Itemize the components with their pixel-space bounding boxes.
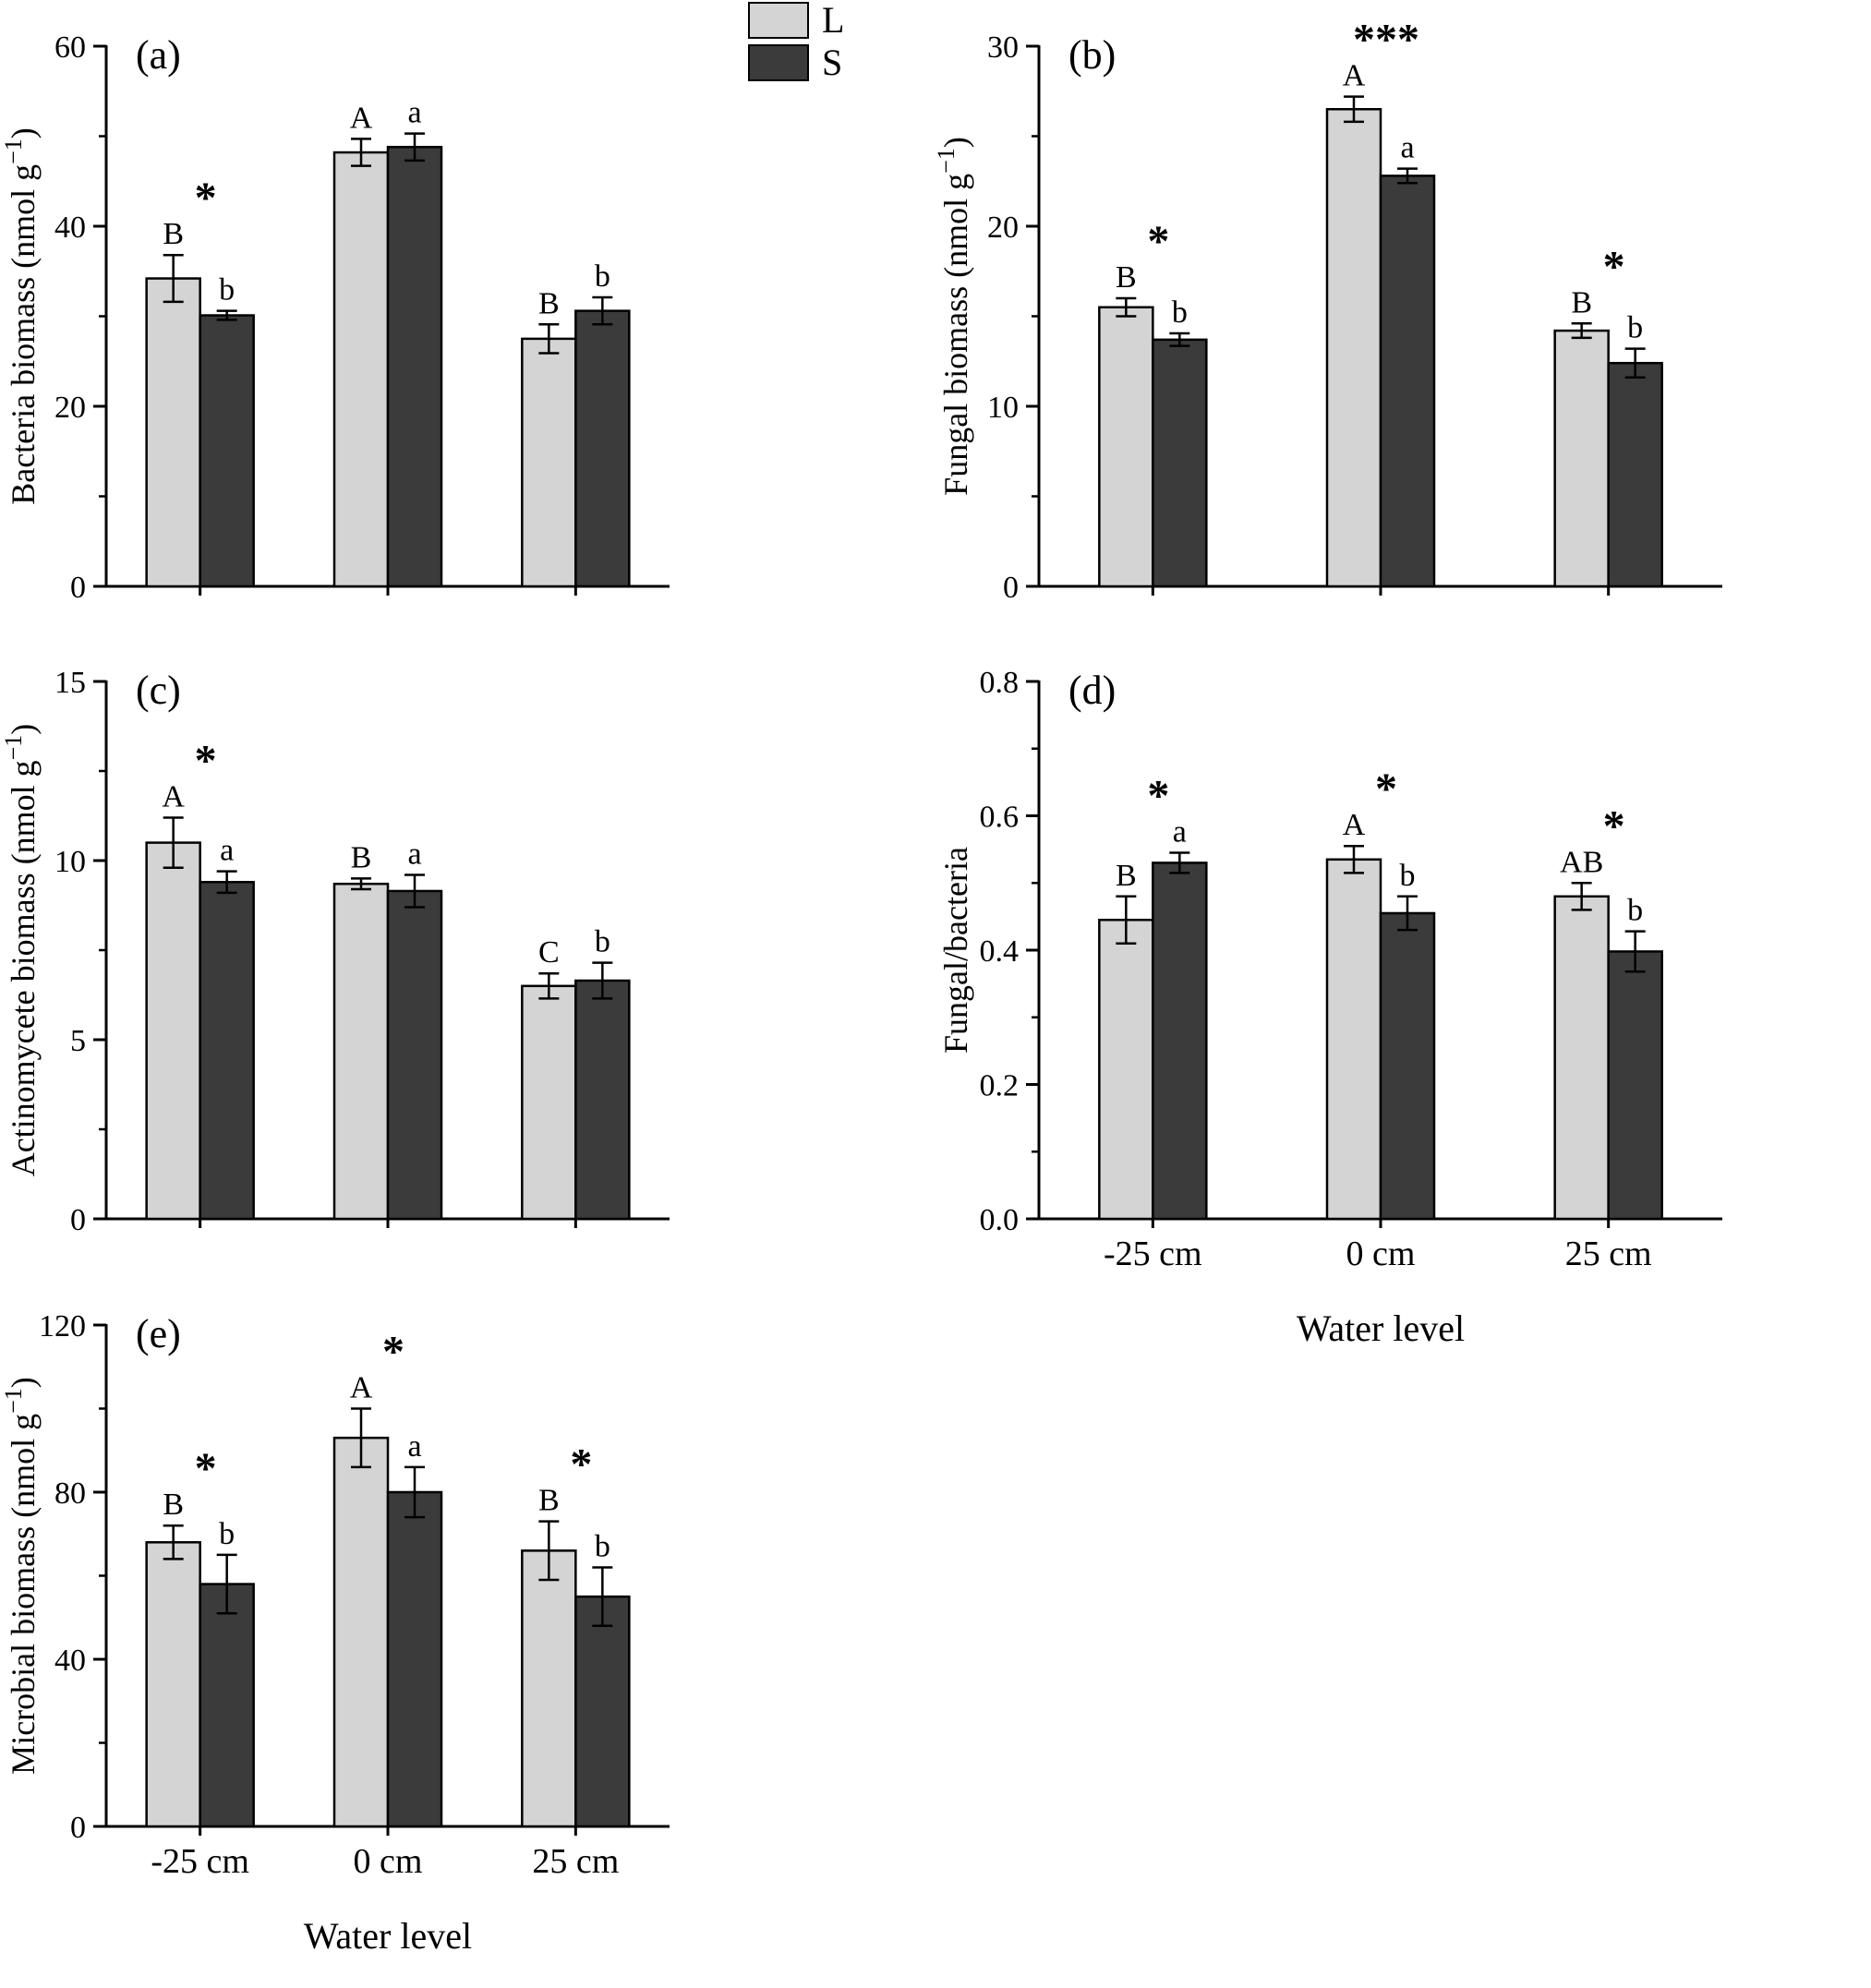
svg-text:AB: AB [1560, 845, 1603, 879]
svg-text:(c): (c) [136, 668, 181, 713]
legend-swatch-L [748, 2, 809, 39]
svg-text:80: 80 [54, 1476, 86, 1511]
svg-text:A: A [350, 1371, 373, 1405]
svg-text:b: b [595, 925, 610, 959]
svg-text:0.2: 0.2 [980, 1069, 1020, 1103]
svg-text:0: 0 [70, 1203, 86, 1237]
svg-text:0.0: 0.0 [980, 1203, 1020, 1237]
svg-text:10: 10 [987, 391, 1019, 425]
svg-text:Microbial biomass (nmol g−1): Microbial biomass (nmol g−1) [0, 1377, 42, 1775]
svg-text:A: A [162, 779, 185, 813]
svg-text:60: 60 [54, 30, 86, 65]
svg-text:40: 40 [54, 1644, 86, 1678]
svg-text:-25 cm: -25 cm [151, 1842, 249, 1881]
svg-text:*: * [195, 736, 217, 785]
svg-text:***: *** [1353, 16, 1419, 65]
chart-svg-a: 0 20 40 60 (a) Bb * A a Bb Bacteria biomass (nmol … [0, 30, 670, 605]
svg-text:Fungal biomass (nmol g−1): Fungal biomass (nmol g−1) [933, 137, 974, 496]
svg-text:b: b [1627, 894, 1643, 928]
svg-text:25 cm: 25 cm [1565, 1235, 1652, 1273]
svg-text:5: 5 [70, 1024, 86, 1058]
svg-text:20: 20 [987, 211, 1019, 245]
svg-text:B: B [1116, 260, 1137, 295]
svg-text:B: B [538, 1484, 560, 1518]
svg-text:0 cm: 0 cm [354, 1842, 423, 1881]
svg-text:a: a [407, 1429, 421, 1464]
svg-text:25 cm: 25 cm [532, 1842, 619, 1881]
svg-text:*: * [1147, 772, 1169, 821]
svg-text:*: * [195, 1444, 217, 1493]
svg-text:A: A [1343, 59, 1366, 93]
svg-text:120: 120 [39, 1309, 86, 1343]
svg-text:10: 10 [54, 845, 86, 879]
svg-text:*: * [1603, 242, 1625, 291]
svg-text:(d): (d) [1068, 668, 1116, 713]
svg-text:0.4: 0.4 [980, 934, 1020, 969]
svg-text:a: a [1400, 131, 1414, 165]
svg-text:C: C [538, 935, 560, 970]
chart-svg-e: 0 40 80 120 (e) Bb -25 cm * Aa 0 cm * Bb 25 cm * Water… [0, 1309, 670, 1957]
legend-item-L: L [748, 2, 844, 39]
svg-text:0 cm: 0 cm [1346, 1235, 1416, 1273]
svg-text:0: 0 [70, 1811, 86, 1845]
legend: L S [748, 2, 844, 81]
svg-text:15: 15 [54, 666, 86, 700]
svg-text:a: a [1173, 815, 1187, 849]
svg-text:b: b [1172, 295, 1188, 330]
svg-text:b: b [219, 1517, 235, 1551]
svg-text:Water level: Water level [1297, 1307, 1465, 1349]
svg-text:b: b [219, 273, 235, 307]
svg-text:30: 30 [987, 30, 1019, 65]
svg-text:a: a [407, 96, 421, 130]
svg-text:*: * [195, 174, 217, 223]
svg-text:40: 40 [54, 211, 86, 245]
svg-text:*: * [1147, 217, 1169, 266]
svg-text:0.8: 0.8 [980, 666, 1020, 700]
chart-svg-c: 0 5 10 15 (c) Aa * B a C b Actinomycete biomass (nm… [0, 666, 670, 1237]
svg-text:b: b [1627, 311, 1643, 345]
svg-text:-25 cm: -25 cm [1104, 1235, 1202, 1273]
svg-text:A: A [350, 101, 373, 135]
svg-text:*: * [570, 1440, 592, 1489]
svg-text:B: B [351, 840, 372, 874]
svg-text:b: b [595, 259, 610, 294]
svg-text:b: b [595, 1529, 610, 1563]
svg-text:B: B [163, 217, 184, 251]
svg-text:Actinomycete biomass (nmol g−1: Actinomycete biomass (nmol g−1) [0, 724, 42, 1177]
svg-text:0.6: 0.6 [980, 801, 1020, 835]
svg-text:(e): (e) [136, 1311, 181, 1356]
svg-text:0: 0 [1003, 571, 1019, 605]
svg-text:a: a [220, 834, 234, 868]
svg-text:*: * [1375, 765, 1397, 813]
svg-text:(a): (a) [136, 32, 181, 78]
chart-svg-d: 0.00.20.40.60.8 (d)Ba-25 cm*Ab0 cm*ABb25 … [937, 666, 1722, 1349]
svg-text:0: 0 [70, 571, 86, 605]
svg-text:Bacteria biomass (nmol g−1): Bacteria biomass (nmol g−1) [0, 127, 42, 505]
svg-text:B: B [163, 1488, 184, 1522]
svg-text:Water level: Water level [304, 1915, 472, 1957]
svg-text:B: B [538, 286, 560, 320]
svg-text:*: * [1603, 801, 1625, 850]
svg-text:B: B [1571, 285, 1592, 319]
svg-text:B: B [1116, 859, 1137, 893]
svg-text:a: a [407, 837, 421, 872]
legend-swatch-S [748, 44, 809, 81]
legend-item-S: S [748, 44, 844, 81]
legend-label-L: L [822, 0, 845, 41]
svg-text:(b): (b) [1068, 32, 1116, 78]
svg-text:b: b [1400, 859, 1416, 893]
legend-label-S: S [822, 42, 843, 83]
svg-text:Fungal/bacteria: Fungal/bacteria [937, 847, 974, 1054]
svg-text:*: * [382, 1328, 404, 1377]
svg-text:20: 20 [54, 391, 86, 425]
svg-text:A: A [1343, 808, 1366, 842]
